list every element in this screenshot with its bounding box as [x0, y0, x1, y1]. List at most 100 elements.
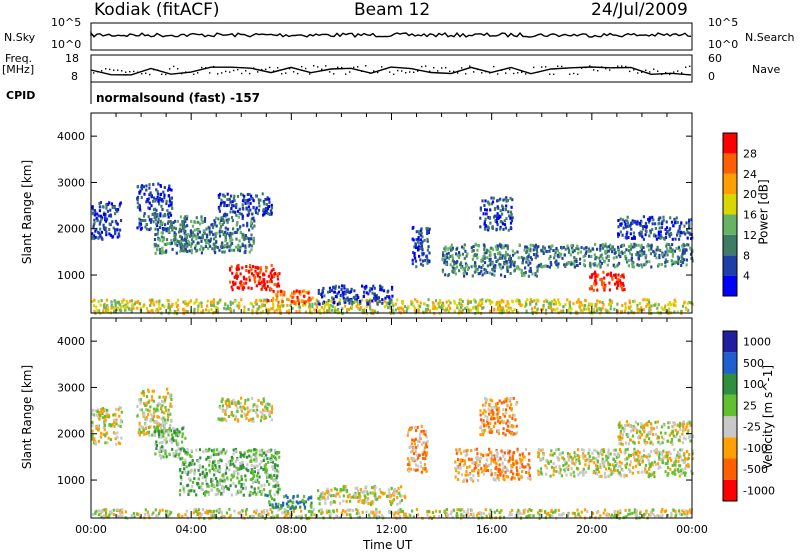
echo-cell — [110, 511, 114, 515]
echo-cell — [224, 451, 227, 455]
nave-dot — [589, 65, 591, 67]
echo-cell — [509, 221, 513, 225]
echo-cell — [619, 511, 622, 515]
echo-cell — [570, 307, 573, 311]
echo-cell — [137, 431, 140, 435]
echo-cell — [225, 307, 228, 311]
echo-cell — [534, 243, 537, 247]
echo-cell — [618, 253, 621, 257]
echo-cell — [650, 304, 653, 308]
echo-cell — [277, 483, 280, 487]
echo-cell — [263, 409, 266, 413]
echo-cell — [623, 309, 626, 313]
echo-cell — [262, 467, 265, 471]
echo-cell — [426, 229, 429, 233]
echo-cell — [670, 511, 673, 515]
echo-cell — [557, 300, 560, 304]
echo-cell — [670, 232, 673, 236]
echo-cell — [238, 302, 241, 306]
echo-cell — [146, 431, 149, 435]
echo-cell — [625, 248, 628, 252]
echo-cell — [168, 307, 171, 311]
echo-cell — [232, 414, 235, 418]
echo-cell — [235, 403, 238, 407]
echo-cell — [176, 298, 180, 302]
echo-cell — [553, 298, 556, 302]
echo-cell — [137, 512, 140, 516]
echo-cell — [155, 188, 158, 192]
echo-cell — [215, 240, 218, 244]
echo-cell — [216, 488, 219, 492]
echo-cell — [487, 200, 490, 204]
echo-cell — [326, 489, 329, 493]
echo-cell — [161, 251, 164, 255]
echo-cell — [347, 495, 350, 499]
echo-cell — [554, 508, 557, 512]
echo-cell — [690, 237, 693, 241]
echo-cell — [421, 248, 424, 252]
echo-cell — [160, 454, 164, 458]
echo-cell — [513, 264, 516, 268]
echo-cell — [658, 256, 661, 260]
echo-cell — [158, 247, 161, 251]
echo-cell — [203, 511, 207, 514]
echo-cell — [133, 302, 136, 306]
echo-cell — [136, 414, 139, 418]
echo-cell — [111, 235, 114, 239]
echo-cell — [147, 413, 150, 417]
echo-cell — [138, 421, 141, 425]
echo-cell — [185, 302, 188, 306]
echo-cell — [483, 251, 486, 255]
nave-dot — [253, 67, 255, 69]
echo-cell — [234, 417, 237, 421]
echo-cell — [231, 301, 234, 305]
echo-cell — [183, 231, 186, 235]
echo-cell — [493, 273, 496, 277]
echo-cell — [281, 300, 284, 304]
echo-cell — [480, 259, 483, 263]
echo-cell — [121, 511, 124, 515]
echo-cell — [456, 254, 459, 257]
echo-cell — [654, 252, 657, 256]
echo-cell — [518, 301, 521, 305]
echo-cell — [188, 477, 191, 481]
echo-cell — [549, 514, 552, 518]
echo-cell — [244, 474, 247, 478]
echo-cell — [232, 210, 235, 214]
echo-cell — [339, 489, 342, 493]
echo-cell — [245, 467, 248, 471]
echo-cell — [318, 302, 321, 306]
echo-cell — [239, 225, 242, 229]
echo-cell — [631, 221, 634, 225]
echo-cell — [635, 509, 638, 513]
echo-cell — [657, 236, 660, 240]
echo-cell — [190, 244, 193, 248]
echo-cell — [110, 300, 113, 304]
echo-cell — [151, 398, 154, 402]
echo-cell — [683, 258, 686, 262]
echo-cell — [186, 250, 189, 253]
echo-cell — [146, 198, 149, 201]
echo-cell — [171, 433, 174, 437]
echo-cell — [438, 510, 441, 514]
echo-cell — [156, 404, 159, 408]
echo-cell — [333, 500, 336, 503]
echo-cell — [575, 257, 578, 261]
echo-cell — [619, 230, 622, 234]
echo-cell — [305, 290, 308, 294]
nave-dot — [409, 71, 411, 73]
echo-cell — [156, 244, 159, 248]
echo-cell — [550, 263, 553, 267]
echo-cell — [179, 215, 183, 219]
echo-cell — [167, 433, 170, 437]
echo-cell — [267, 461, 270, 464]
echo-cell — [659, 233, 662, 237]
echo-cell — [344, 488, 347, 492]
echo-cell — [570, 260, 573, 264]
echo-cell — [236, 221, 239, 225]
echo-cell — [229, 514, 232, 517]
echo-cell — [138, 428, 141, 432]
echo-cell — [163, 422, 166, 426]
echo-cell — [177, 447, 180, 451]
echo-cell — [151, 433, 154, 437]
